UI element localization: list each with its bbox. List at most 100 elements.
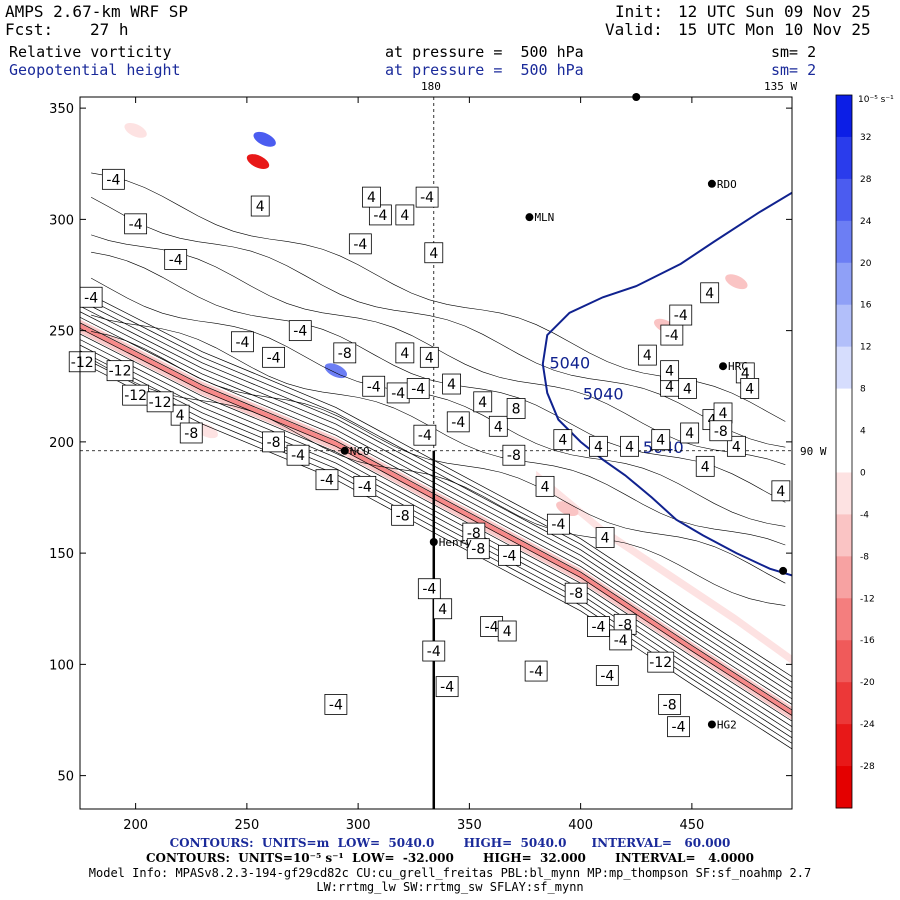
vorticity-contour bbox=[80, 350, 792, 739]
station-name: HG2 bbox=[717, 718, 737, 731]
contour-label-box bbox=[146, 391, 174, 413]
contour-label-box bbox=[250, 195, 270, 217]
contour-label-value: -8 bbox=[467, 526, 481, 542]
vorticity-contour bbox=[80, 355, 792, 744]
colorbar-tick-label: -8 bbox=[860, 552, 869, 562]
contour-label-value: 4 bbox=[701, 459, 710, 475]
station-marker bbox=[779, 566, 788, 575]
footer-model-info: Model Info: MPASv8.2.3-194-gf29cd82c CU:… bbox=[88, 866, 812, 880]
field1-level: at pressure = 500 hPa bbox=[385, 43, 584, 61]
contour-label-value: -4 bbox=[502, 548, 516, 564]
vorticity-contour bbox=[80, 289, 792, 677]
vorticity-contour bbox=[80, 300, 792, 689]
colorbar-swatch bbox=[836, 388, 852, 432]
contour-label-value: -4 bbox=[293, 324, 307, 340]
contour-label-box bbox=[740, 378, 760, 399]
colorbar-frame bbox=[835, 94, 853, 809]
contour-label-value: 4 bbox=[745, 381, 754, 397]
colorbar-swatch bbox=[836, 95, 852, 138]
x-tick-label: 350 bbox=[457, 818, 482, 833]
contour-label-value: -4 bbox=[106, 172, 120, 188]
station-marker bbox=[525, 213, 534, 222]
field1-smoothing: sm= 2 bbox=[771, 43, 817, 61]
contour-label-value: -4 bbox=[529, 664, 543, 680]
init-time: 12 UTC Sun 09 Nov 25 bbox=[678, 2, 871, 21]
contour-label-value: 4 bbox=[685, 426, 694, 442]
contour-label-box bbox=[395, 342, 415, 364]
contour-label-value: 4 bbox=[683, 381, 692, 397]
contour-label-value: -4 bbox=[129, 217, 143, 233]
station-marker bbox=[340, 446, 349, 455]
colorbar-tick-label: 0 bbox=[860, 468, 866, 478]
vorticity-blob bbox=[556, 501, 579, 517]
contour-label-value: 4 bbox=[656, 433, 665, 449]
lon-135w-label: 135 W bbox=[764, 80, 798, 93]
contour-label-value: -4 bbox=[420, 190, 434, 206]
field2-level: at pressure = 500 hPa bbox=[385, 61, 584, 79]
contour-label-value: -4 bbox=[84, 290, 98, 306]
station-marker bbox=[719, 362, 728, 371]
station-name: MLN bbox=[534, 211, 554, 224]
contour-label-value: -8 bbox=[618, 617, 632, 633]
contour-label-value: 4 bbox=[494, 419, 503, 435]
y-tick-label: 150 bbox=[49, 547, 74, 562]
contour-label-box bbox=[435, 676, 459, 698]
contour-label-value: 4 bbox=[541, 479, 550, 495]
contour-label-box bbox=[473, 391, 493, 413]
contour-label-box bbox=[413, 424, 437, 446]
contour-label-box bbox=[700, 282, 720, 304]
contour-label-value: -4 bbox=[672, 720, 686, 736]
vorticity-contour bbox=[80, 311, 792, 700]
footer-model-info-2: LW:rrtmg_lw SW:rrtmg_sw SFLAY:sf_mynn bbox=[316, 880, 584, 894]
contour-label-value: 4 bbox=[719, 406, 728, 422]
contour-label-value: 4 bbox=[741, 366, 750, 382]
contour-label-value: -12 bbox=[109, 364, 132, 380]
contour-label-box bbox=[771, 480, 791, 502]
y-tick-label: 350 bbox=[49, 102, 74, 117]
contour-label-box bbox=[637, 344, 657, 366]
contour-label-value: -4 bbox=[391, 386, 405, 402]
height-contour-label: 5040 bbox=[583, 385, 624, 404]
colorbar-swatch bbox=[836, 640, 852, 683]
contour-label-value: 4 bbox=[665, 364, 674, 380]
contour-label-value: 4 bbox=[447, 377, 456, 393]
contour-label-value: -4 bbox=[411, 381, 425, 397]
colorbar-swatch bbox=[836, 598, 852, 641]
contour-label-box bbox=[288, 320, 312, 342]
vorticity-contour bbox=[80, 339, 792, 727]
contour-label-box bbox=[106, 360, 134, 382]
contour-label-box bbox=[417, 578, 441, 600]
contour-label-box bbox=[726, 435, 746, 457]
contour-label-box bbox=[587, 616, 610, 637]
plot-frame bbox=[79, 96, 793, 810]
colorbar-swatch bbox=[836, 682, 852, 725]
init-label: Init: bbox=[615, 2, 664, 21]
colorbar-swatch bbox=[836, 262, 852, 306]
contour-label-value: -4 bbox=[551, 517, 565, 533]
contour-label-box bbox=[419, 346, 439, 368]
colorbar-tick-label: 4 bbox=[860, 427, 866, 437]
contour-label-value: 4 bbox=[558, 433, 567, 449]
colorbar-tick-label: -12 bbox=[860, 594, 875, 604]
contour-label-box bbox=[695, 455, 715, 477]
contour-label-value: 4 bbox=[256, 199, 265, 215]
contour-label-box bbox=[595, 665, 619, 686]
contour-label-box bbox=[535, 475, 555, 497]
contour-label-value: -8 bbox=[714, 424, 728, 440]
contour-label-value: 4 bbox=[176, 408, 185, 424]
contour-label-box bbox=[446, 411, 470, 433]
contour-label-value: -4 bbox=[427, 644, 441, 660]
colorbar-tick-label: 20 bbox=[860, 259, 872, 269]
contour-label-box bbox=[506, 398, 526, 419]
contour-label-value: -4 bbox=[422, 582, 436, 598]
contour-label-box bbox=[595, 527, 615, 548]
contour-label-value: 4 bbox=[400, 346, 409, 362]
contour-label-value: -12 bbox=[149, 395, 172, 411]
contour-label-value: -4 bbox=[373, 208, 387, 224]
contour-label-box bbox=[667, 716, 690, 738]
contour-label-value: 4 bbox=[601, 531, 610, 547]
contour-label-value: -4 bbox=[320, 473, 334, 489]
contour-label-value: 8 bbox=[512, 402, 521, 418]
vorticity-contour bbox=[80, 333, 792, 722]
contour-label-box bbox=[391, 504, 415, 526]
